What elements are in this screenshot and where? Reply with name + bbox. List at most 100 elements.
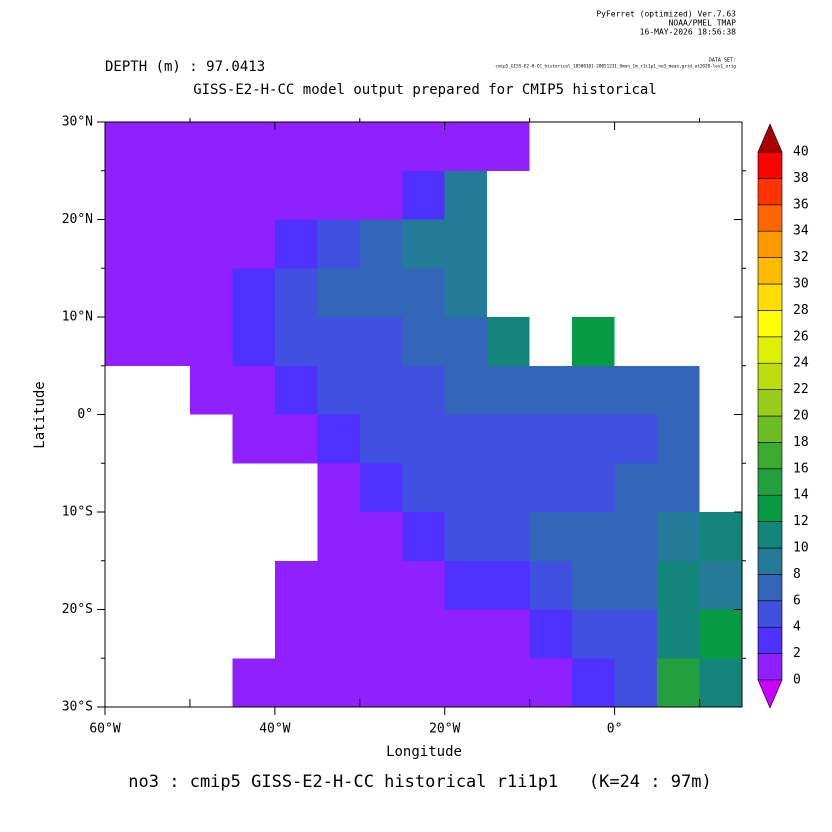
grid-cell xyxy=(487,317,530,366)
dataset: cmip5_GISS-E2-H-CC_historical_18500101-2… xyxy=(495,64,736,70)
grid-cell xyxy=(444,317,488,366)
colorbar-swatch xyxy=(757,494,783,522)
grid-cell xyxy=(657,365,700,415)
grid-cell xyxy=(487,512,530,561)
grid-cell xyxy=(274,122,318,171)
grid-cell xyxy=(274,170,318,220)
colorbar-label: 4 xyxy=(793,620,801,635)
grid-cell xyxy=(614,609,658,659)
grid-cell xyxy=(402,122,445,171)
colorbar-label: 32 xyxy=(793,250,809,265)
grid-cell xyxy=(529,609,573,659)
colorbar-swatch xyxy=(757,442,783,470)
colorbar-label: 36 xyxy=(793,197,809,212)
grid-cell xyxy=(359,414,403,464)
colorbar-label: 6 xyxy=(793,593,801,608)
colorbar-label: 40 xyxy=(793,145,809,160)
grid-cell xyxy=(699,560,742,610)
x-tick-label: 60°W xyxy=(89,722,120,737)
grid-cell xyxy=(529,414,573,464)
grid-cell xyxy=(317,317,360,366)
colorbar-label: 30 xyxy=(793,277,809,292)
grid-cell xyxy=(444,609,488,659)
colorbar-label: 38 xyxy=(793,171,809,186)
grid-cell xyxy=(274,560,318,610)
grid-cell xyxy=(444,463,488,512)
grid-cell xyxy=(105,122,148,171)
grid-cell xyxy=(529,365,573,415)
grid-cell xyxy=(189,219,233,269)
grid-cell xyxy=(402,560,445,610)
grid-cell xyxy=(232,122,275,171)
grid-cell xyxy=(614,365,658,415)
grid-cell xyxy=(572,560,615,610)
colorbar-swatch xyxy=(757,178,783,206)
grid-cell xyxy=(359,122,403,171)
grid-cell xyxy=(274,658,318,707)
x-tick-label: 0° xyxy=(607,722,623,737)
colorbar-swatch xyxy=(757,283,783,311)
grid-cell xyxy=(317,609,360,659)
grid-cell xyxy=(274,219,318,269)
grid-cell xyxy=(444,365,488,415)
grid-cell xyxy=(529,658,573,707)
grid-cell xyxy=(232,365,275,415)
grid-cell xyxy=(317,219,360,269)
grid-cell xyxy=(317,414,360,464)
colorbar-swatch xyxy=(757,204,783,232)
grid-cell xyxy=(359,512,403,561)
colorbar-swatch xyxy=(757,257,783,285)
grid-cell xyxy=(232,658,275,707)
colorbar-label: 26 xyxy=(793,329,809,344)
grid-cell xyxy=(529,560,573,610)
grid-cell xyxy=(444,414,488,464)
colorbar-label: 28 xyxy=(793,303,809,318)
grid-cell xyxy=(232,268,275,317)
grid-cell xyxy=(402,414,445,464)
grid-cell xyxy=(317,268,360,317)
grid-cell xyxy=(444,512,488,561)
header-line: 16-MAY-2026 18:56:38 xyxy=(640,28,737,37)
grid-cell xyxy=(402,317,445,366)
grid-cell xyxy=(444,122,488,171)
grid-cell xyxy=(657,463,700,512)
grid-cell xyxy=(529,512,573,561)
grid-cell xyxy=(572,414,615,464)
grid-cell xyxy=(699,609,742,659)
colorbar-label: 8 xyxy=(793,567,801,582)
y-tick-label: 20°S xyxy=(62,602,93,617)
grid-cell xyxy=(359,170,403,220)
colorbar-swatch xyxy=(757,310,783,338)
grid-cell xyxy=(572,317,615,366)
grid-cell xyxy=(657,414,700,464)
grid-cell xyxy=(657,609,700,659)
grid-cell xyxy=(657,512,700,561)
grid-cell xyxy=(105,317,148,366)
y-tick-label: 10°S xyxy=(62,505,93,520)
grid-cell xyxy=(444,170,488,220)
x-tick-label: 20°W xyxy=(429,722,460,737)
grid-cell xyxy=(147,170,190,220)
grid-cell xyxy=(232,170,275,220)
colorbar-under xyxy=(757,679,783,709)
grid-cell xyxy=(359,463,403,512)
grid-cell xyxy=(189,268,233,317)
grid-cell xyxy=(359,658,403,707)
grid-cell xyxy=(232,317,275,366)
grid-cell xyxy=(317,170,360,220)
colorbar-swatch xyxy=(757,653,783,681)
grid-cell xyxy=(189,365,233,415)
grid-cell xyxy=(359,219,403,269)
colorbar-label: 24 xyxy=(793,356,809,371)
grid-cell xyxy=(147,268,190,317)
grid-cell xyxy=(487,463,530,512)
grid-cell xyxy=(614,560,658,610)
grid-cell xyxy=(699,658,742,707)
dataset-label: DATA SET: xyxy=(709,58,736,64)
colorbar-swatch xyxy=(757,389,783,417)
colorbar-swatch xyxy=(757,151,783,179)
grid-cell xyxy=(402,609,445,659)
colorbar-label: 20 xyxy=(793,409,809,424)
colorbar-label: 22 xyxy=(793,382,809,397)
